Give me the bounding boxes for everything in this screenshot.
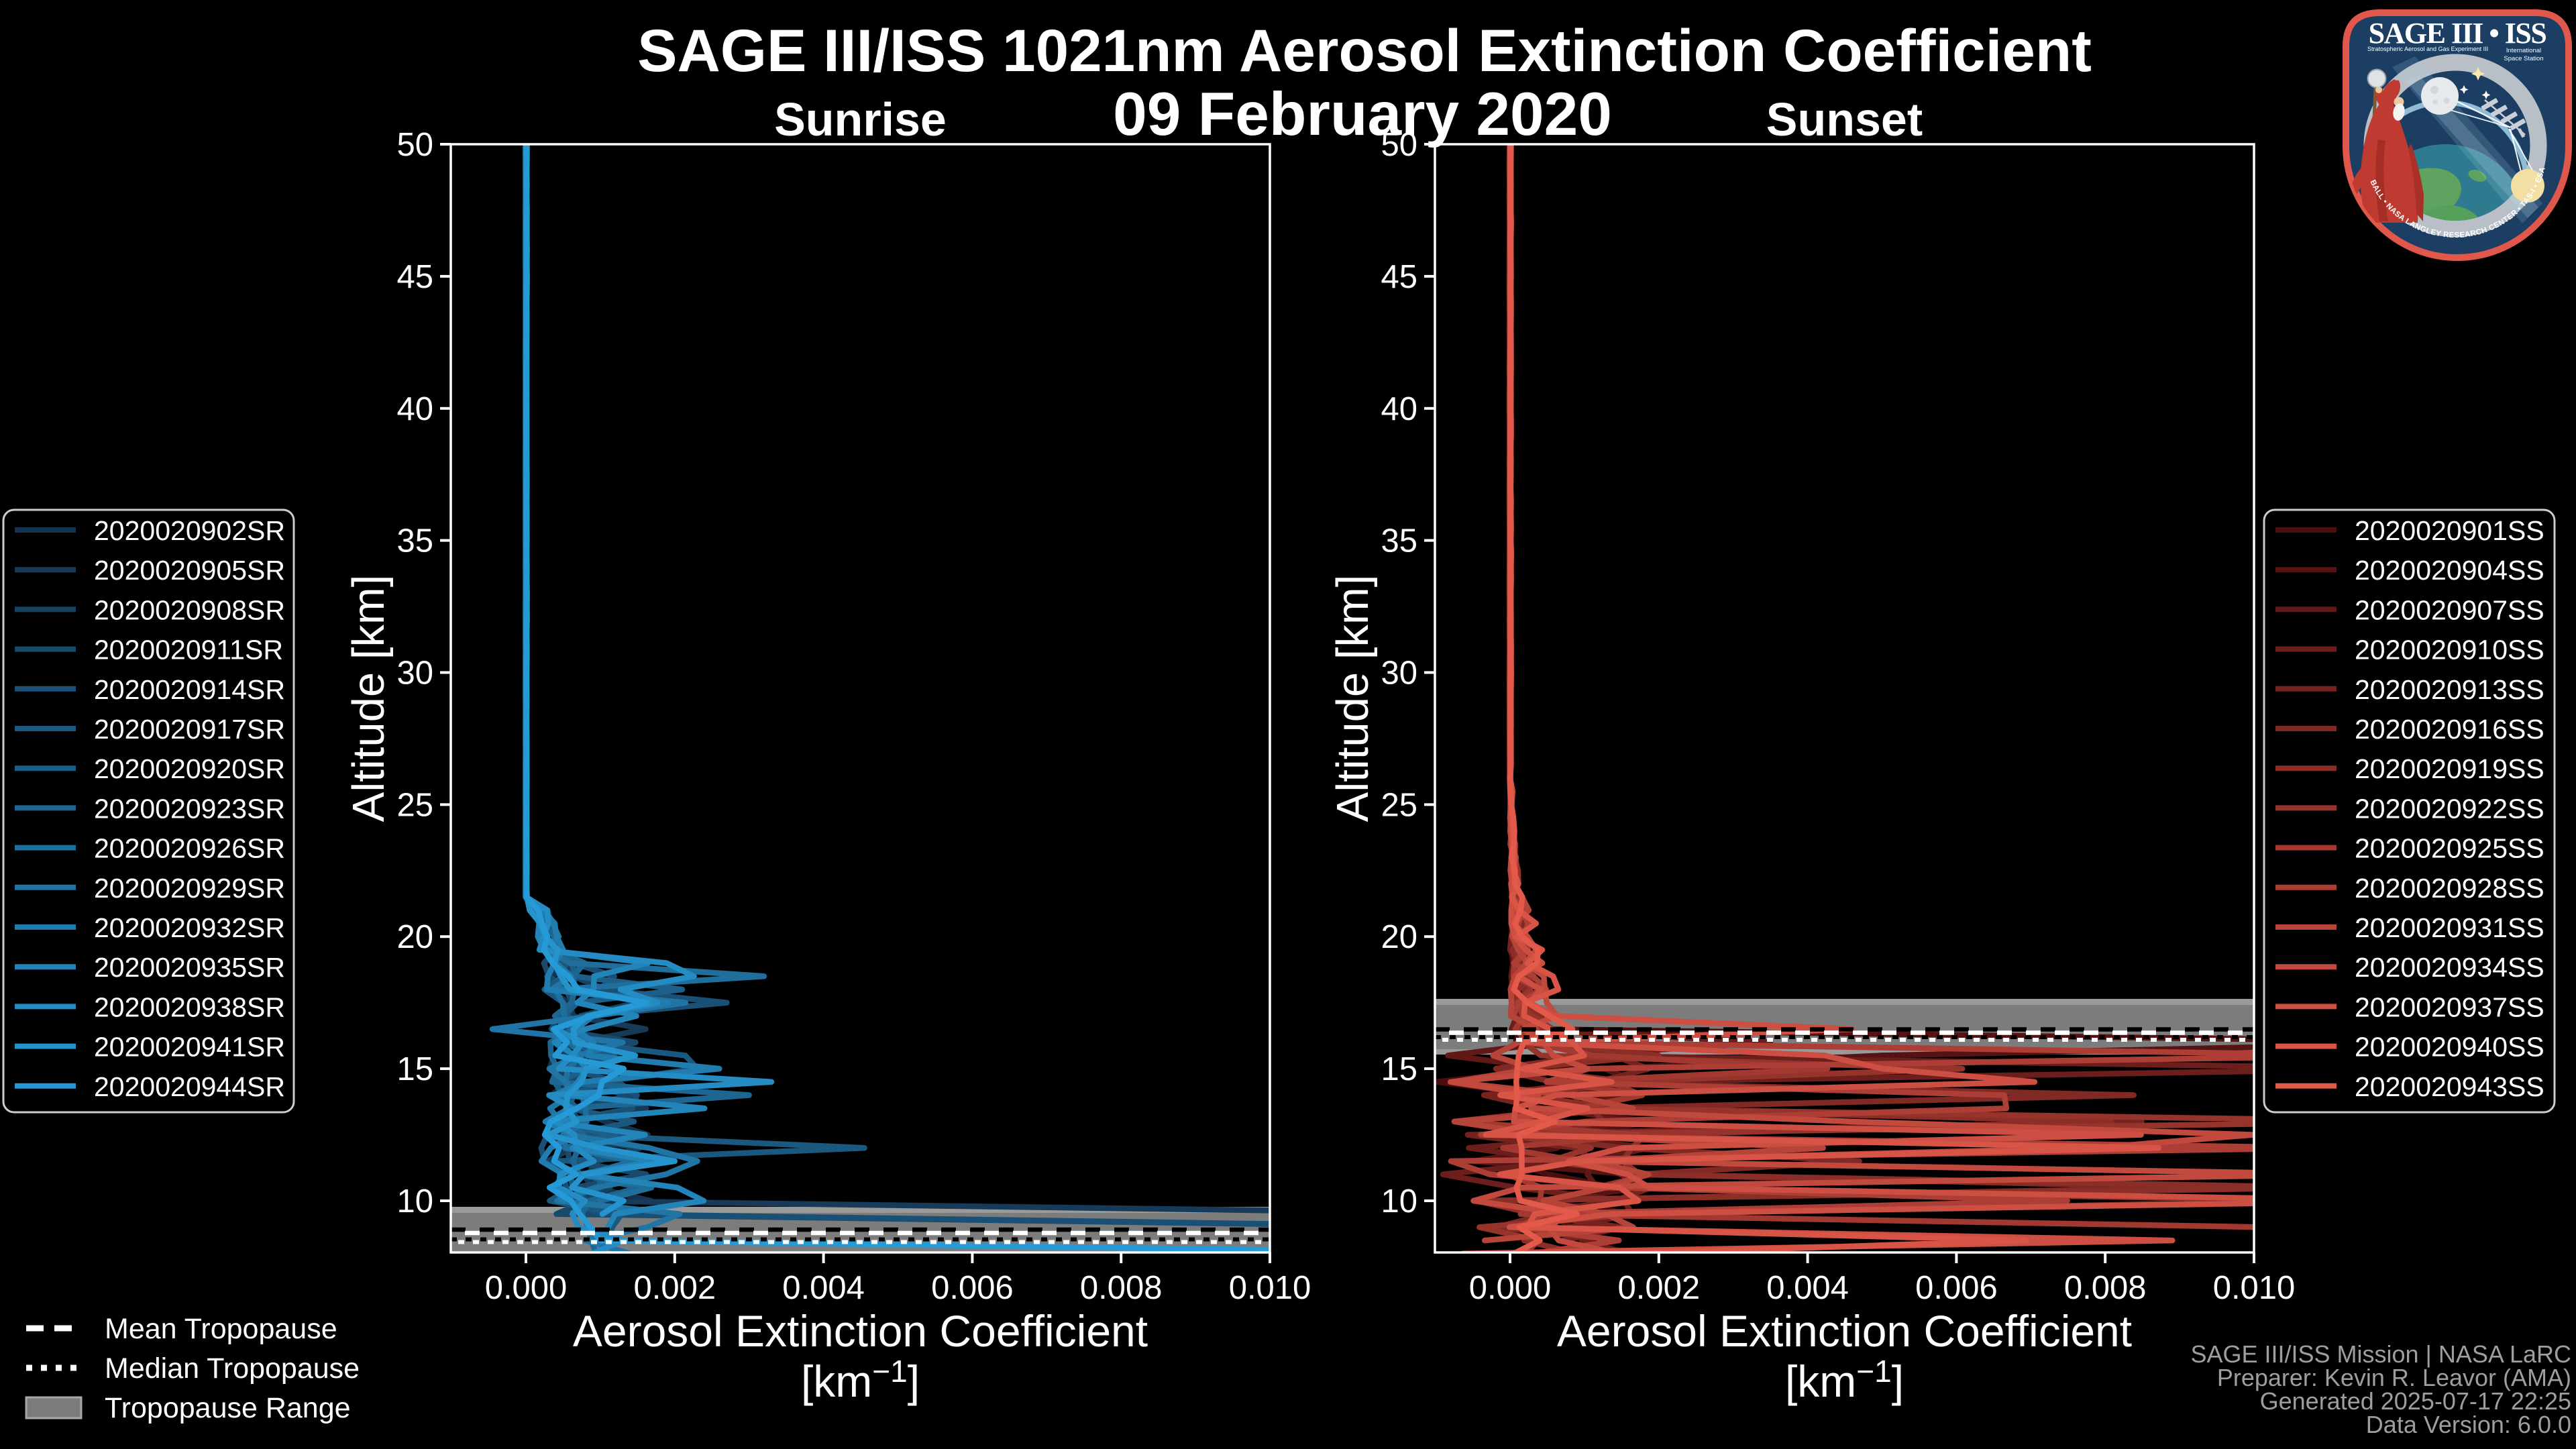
- svg-text:Data Version: 6.0.0: Data Version: 6.0.0: [2366, 1411, 2571, 1438]
- svg-text:15: 15: [396, 1051, 433, 1087]
- svg-text:0.000: 0.000: [485, 1270, 568, 1306]
- svg-text:35: 35: [396, 523, 433, 559]
- svg-text:Aerosol Extinction Coefficient: Aerosol Extinction Coefficient: [1557, 1306, 2132, 1356]
- svg-text:2020020907SS: 2020020907SS: [2355, 594, 2544, 625]
- svg-text:2020020934SS: 2020020934SS: [2355, 952, 2544, 983]
- svg-text:40: 40: [1381, 391, 1417, 427]
- svg-text:0.004: 0.004: [782, 1270, 865, 1306]
- svg-text:2020020910SS: 2020020910SS: [2355, 635, 2544, 665]
- svg-text:50: 50: [396, 127, 433, 163]
- svg-text:International: International: [2506, 47, 2541, 54]
- svg-text:0.006: 0.006: [1915, 1270, 1998, 1306]
- svg-text:50: 50: [1381, 127, 1417, 163]
- svg-text:2020020938SR: 2020020938SR: [94, 991, 285, 1022]
- svg-text:2020020931SS: 2020020931SS: [2355, 912, 2544, 943]
- svg-text:2020020916SS: 2020020916SS: [2355, 714, 2544, 745]
- svg-text:0.008: 0.008: [1080, 1270, 1163, 1306]
- svg-text:2020020932SR: 2020020932SR: [94, 912, 285, 943]
- svg-text:30: 30: [396, 655, 433, 692]
- svg-text:Generated 2025-07-17 22:25: Generated 2025-07-17 22:25: [2260, 1387, 2571, 1415]
- svg-text:2020020911SR: 2020020911SR: [94, 635, 283, 665]
- svg-text:2020020913SS: 2020020913SS: [2355, 674, 2544, 705]
- svg-text:45: 45: [396, 259, 433, 295]
- svg-text:2020020935SR: 2020020935SR: [94, 952, 285, 983]
- svg-text:Sunset: Sunset: [1766, 93, 1923, 146]
- svg-text:Preparer: Kevin R. Leavor (AMA: Preparer: Kevin R. Leavor (AMA): [2217, 1364, 2571, 1391]
- svg-text:Aerosol Extinction Coefficient: Aerosol Extinction Coefficient: [573, 1306, 1148, 1356]
- svg-text:0.002: 0.002: [1617, 1270, 1700, 1306]
- svg-text:Altitude [km]: Altitude [km]: [343, 575, 394, 822]
- svg-text:SAGE III/ISS Mission | NASA La: SAGE III/ISS Mission | NASA LaRC: [2190, 1340, 2571, 1368]
- svg-text:2020020925SS: 2020020925SS: [2355, 833, 2544, 864]
- svg-text:2020020937SS: 2020020937SS: [2355, 991, 2544, 1022]
- svg-text:2020020917SR: 2020020917SR: [94, 714, 285, 745]
- svg-text:0.002: 0.002: [633, 1270, 716, 1306]
- svg-text:2020020919SS: 2020020919SS: [2355, 753, 2544, 784]
- svg-text:20: 20: [1381, 919, 1417, 955]
- svg-text:Median Tropopause: Median Tropopause: [105, 1352, 360, 1385]
- svg-text:35: 35: [1381, 523, 1417, 559]
- svg-text:2020020926SR: 2020020926SR: [94, 833, 285, 864]
- svg-text:2020020941SR: 2020020941SR: [94, 1032, 285, 1063]
- svg-text:SAGE III • ISS: SAGE III • ISS: [2369, 17, 2546, 50]
- svg-text:Tropopause Range: Tropopause Range: [105, 1392, 351, 1424]
- svg-text:0.008: 0.008: [2064, 1270, 2147, 1306]
- svg-text:15: 15: [1381, 1051, 1417, 1087]
- svg-text:30: 30: [1381, 655, 1417, 692]
- svg-text:09 February 2020: 09 February 2020: [1113, 80, 1612, 148]
- svg-text:Altitude [km]: Altitude [km]: [1328, 575, 1378, 822]
- svg-text:0.010: 0.010: [2213, 1270, 2296, 1306]
- svg-text:2020020940SS: 2020020940SS: [2355, 1032, 2544, 1063]
- svg-text:Sunrise: Sunrise: [774, 93, 947, 146]
- svg-text:0.004: 0.004: [1766, 1270, 1849, 1306]
- svg-text:2020020928SS: 2020020928SS: [2355, 873, 2544, 904]
- svg-text:40: 40: [396, 391, 433, 427]
- svg-text:2020020929SR: 2020020929SR: [94, 873, 285, 904]
- svg-text:2020020901SS: 2020020901SS: [2355, 515, 2544, 546]
- svg-text:SAGE III/ISS 1021nm Aerosol Ex: SAGE III/ISS 1021nm Aerosol Extinction C…: [637, 17, 2092, 84]
- svg-text:2020020923SR: 2020020923SR: [94, 793, 285, 824]
- svg-text:10: 10: [396, 1183, 433, 1220]
- svg-text:20: 20: [396, 919, 433, 955]
- svg-text:Mean Tropopause: Mean Tropopause: [105, 1313, 337, 1345]
- svg-text:2020020908SR: 2020020908SR: [94, 594, 285, 625]
- svg-text:2020020905SR: 2020020905SR: [94, 555, 285, 586]
- svg-text:45: 45: [1381, 259, 1417, 295]
- svg-text:0.010: 0.010: [1229, 1270, 1311, 1306]
- svg-text:Space Station: Space Station: [2504, 55, 2543, 62]
- svg-text:2020020943SS: 2020020943SS: [2355, 1071, 2544, 1102]
- svg-text:25: 25: [396, 787, 433, 823]
- svg-text:2020020914SR: 2020020914SR: [94, 674, 285, 705]
- svg-text:2020020944SR: 2020020944SR: [94, 1071, 285, 1102]
- svg-text:Stratospheric Aerosol and Gas: Stratospheric Aerosol and Gas Experiment…: [2367, 46, 2488, 52]
- svg-text:2020020904SS: 2020020904SS: [2355, 555, 2544, 586]
- svg-text:2020020902SR: 2020020902SR: [94, 515, 285, 546]
- svg-text:25: 25: [1381, 787, 1417, 823]
- svg-text:2020020920SR: 2020020920SR: [94, 753, 285, 784]
- svg-text:2020020922SS: 2020020922SS: [2355, 793, 2544, 824]
- svg-text:0.000: 0.000: [1469, 1270, 1552, 1306]
- svg-text:10: 10: [1381, 1183, 1417, 1220]
- svg-text:0.006: 0.006: [931, 1270, 1014, 1306]
